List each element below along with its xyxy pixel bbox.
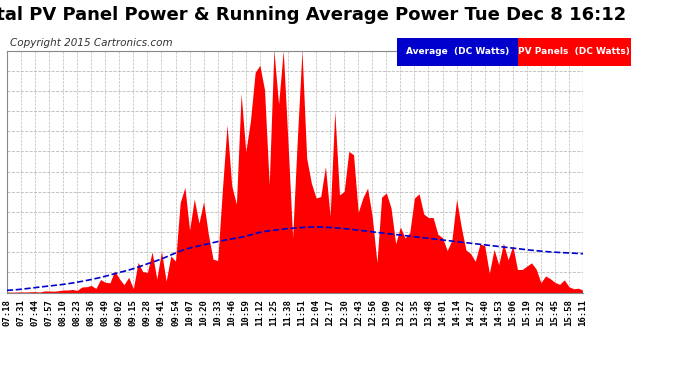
- Text: Average  (DC Watts): Average (DC Watts): [406, 47, 509, 56]
- Text: Copyright 2015 Cartronics.com: Copyright 2015 Cartronics.com: [10, 38, 173, 48]
- Text: PV Panels  (DC Watts): PV Panels (DC Watts): [518, 47, 631, 56]
- Text: Total PV Panel Power & Running Average Power Tue Dec 8 16:12: Total PV Panel Power & Running Average P…: [0, 6, 627, 24]
